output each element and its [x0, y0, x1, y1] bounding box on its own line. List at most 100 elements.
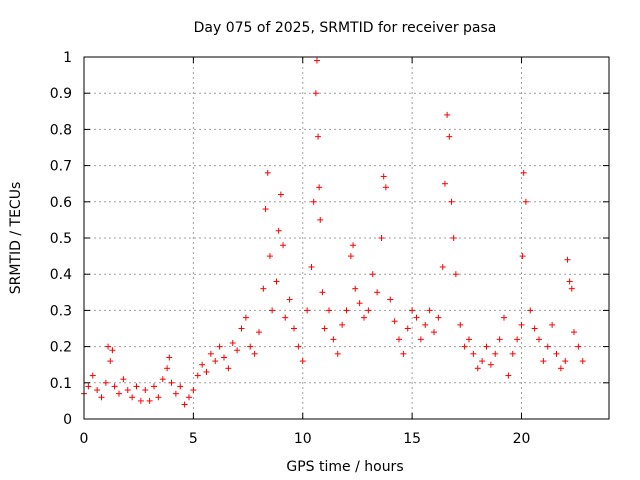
data-point — [120, 376, 127, 383]
data-point — [391, 318, 398, 325]
data-point — [492, 350, 499, 357]
data-point — [194, 372, 201, 379]
data-point — [172, 390, 179, 397]
data-point — [133, 383, 140, 390]
data-point — [262, 206, 269, 213]
data-point — [107, 358, 114, 365]
data-point — [396, 336, 402, 343]
data-point — [568, 285, 575, 292]
y-tick-label: 0.2 — [50, 340, 72, 356]
data-point — [441, 180, 448, 187]
data-point — [352, 285, 359, 292]
data-point — [275, 227, 282, 234]
data-point — [190, 387, 197, 394]
data-point — [350, 242, 357, 249]
data-point — [225, 365, 232, 372]
data-point — [321, 325, 328, 332]
x-tick-label: 5 — [189, 431, 198, 447]
data-point — [514, 336, 521, 343]
data-point — [273, 278, 280, 285]
data-point — [378, 235, 385, 241]
data-point — [181, 401, 188, 408]
data-point — [409, 307, 416, 314]
data-point — [221, 354, 227, 361]
data-point — [448, 198, 455, 205]
data-point — [94, 387, 101, 394]
data-point — [282, 314, 289, 321]
data-point — [317, 216, 324, 223]
data-point — [212, 358, 219, 365]
chart-title: Day 075 of 2025, SRMTID for receiver pas… — [194, 20, 497, 36]
data-point — [295, 343, 302, 350]
axis-ticks — [83, 56, 609, 420]
data-point — [216, 343, 223, 350]
data-point — [422, 321, 429, 328]
data-point — [155, 394, 162, 401]
data-point — [536, 336, 542, 343]
x-tick-labels: 0 5 10 15 20 — [80, 431, 531, 447]
data-point — [313, 57, 320, 64]
data-point — [286, 296, 293, 303]
y-tick-label: 0 — [63, 412, 72, 428]
data-point — [159, 376, 166, 383]
data-point — [247, 343, 254, 350]
y-tick-label: 0.4 — [50, 267, 72, 283]
data-point — [124, 387, 131, 394]
data-point — [452, 271, 459, 278]
y-tick-label: 0.5 — [50, 231, 72, 247]
data-point — [98, 394, 105, 401]
data-point — [166, 354, 173, 361]
data-point — [105, 343, 112, 350]
data-point — [111, 383, 118, 390]
data-point — [238, 325, 245, 332]
data-point — [264, 169, 271, 176]
data-point — [413, 314, 420, 321]
y-tick-label: 0.7 — [50, 159, 72, 175]
data-point — [540, 358, 547, 365]
data-point — [387, 296, 394, 303]
data-point — [557, 365, 564, 372]
data-point — [168, 379, 175, 386]
data-point — [256, 329, 262, 336]
data-point — [330, 336, 337, 343]
data-point — [308, 263, 315, 270]
data-point — [564, 256, 571, 263]
data-point — [369, 271, 376, 278]
y-tick-label: 0.3 — [50, 303, 72, 319]
x-tick-label: 0 — [80, 431, 89, 447]
data-points — [81, 57, 586, 408]
data-point — [89, 372, 96, 379]
data-point — [400, 350, 407, 357]
grid — [84, 57, 609, 419]
y-tick-label: 1 — [63, 50, 72, 66]
data-point — [461, 343, 468, 350]
data-point — [562, 358, 569, 365]
data-point — [417, 336, 424, 343]
data-point — [347, 253, 354, 260]
data-point — [520, 169, 527, 176]
data-point — [151, 383, 157, 390]
data-point — [310, 198, 317, 205]
data-point — [549, 321, 556, 328]
data-point — [544, 343, 551, 350]
data-point — [186, 394, 192, 401]
data-point — [505, 372, 512, 379]
data-point — [496, 336, 503, 343]
data-point — [269, 307, 276, 314]
data-point — [242, 314, 249, 321]
data-point — [518, 321, 525, 328]
data-point — [474, 365, 481, 372]
data-point — [509, 350, 516, 357]
data-point — [85, 383, 92, 390]
data-point — [343, 307, 350, 314]
data-point — [129, 394, 136, 401]
data-point — [435, 314, 442, 321]
data-point — [291, 325, 297, 332]
data-point — [251, 350, 258, 357]
y-tick-label: 0.9 — [50, 86, 72, 102]
data-point — [553, 350, 560, 357]
data-point — [404, 325, 411, 332]
data-point — [487, 361, 494, 368]
data-point — [319, 289, 326, 296]
data-point — [380, 173, 387, 180]
